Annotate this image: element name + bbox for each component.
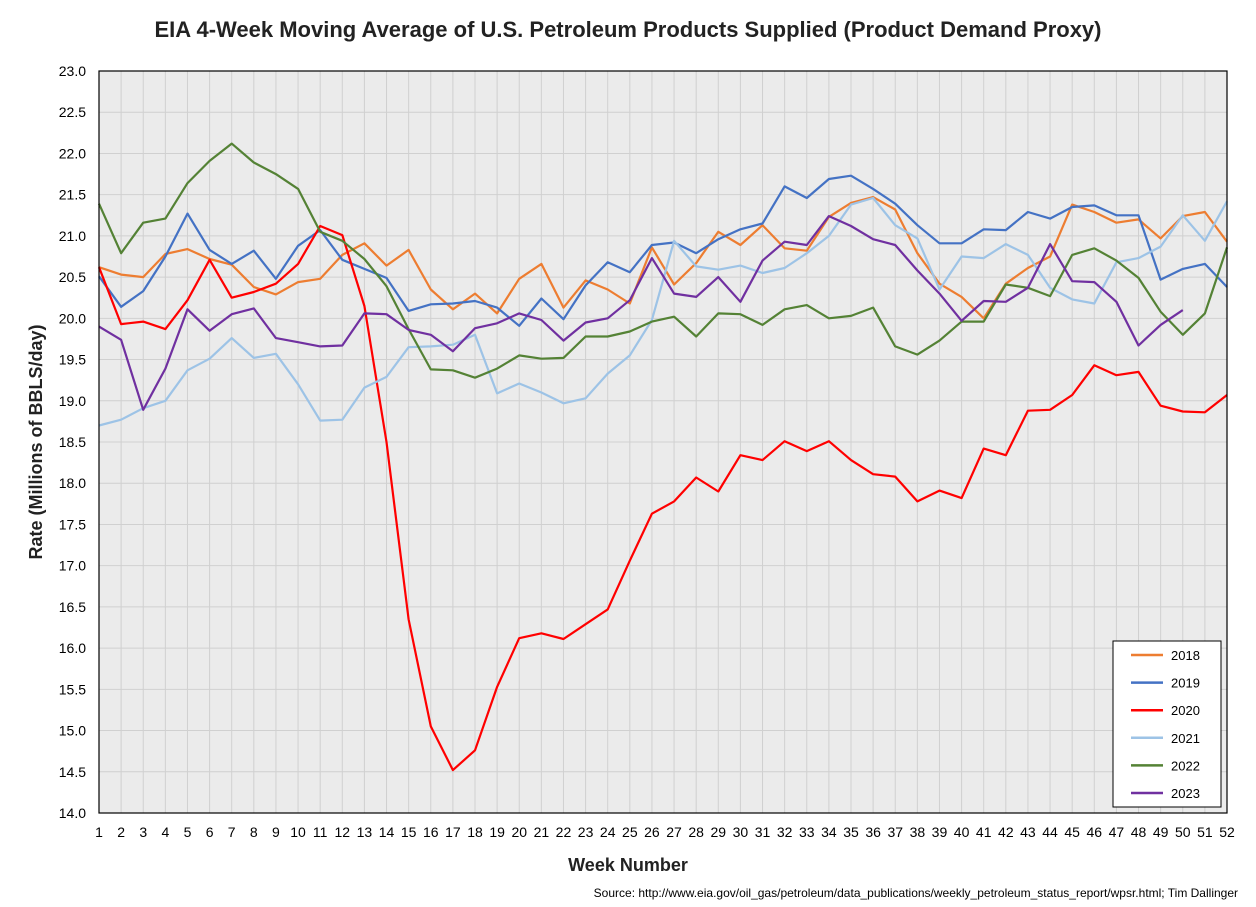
x-tick-label: 28 xyxy=(688,824,704,840)
series-line-2018 xyxy=(98,196,1228,320)
y-tick-label: 20.5 xyxy=(59,269,86,285)
y-tick-label: 14.5 xyxy=(59,764,86,780)
chart-title: EIA 4-Week Moving Average of U.S. Petrol… xyxy=(155,17,1102,42)
x-tick-label: 30 xyxy=(733,824,749,840)
x-tick-label: 39 xyxy=(932,824,948,840)
series-line-2022 xyxy=(97,142,1229,379)
x-tick-label: 37 xyxy=(887,824,903,840)
series-line-2021 xyxy=(98,196,1228,427)
x-tick-label: 42 xyxy=(998,824,1014,840)
x-tick-label: 4 xyxy=(161,824,169,840)
x-tick-label: 36 xyxy=(865,824,881,840)
legend-label-2023: 2023 xyxy=(1171,786,1200,801)
x-tick-label: 24 xyxy=(600,824,616,840)
x-tick-label: 47 xyxy=(1109,824,1125,840)
legend-label-2021: 2021 xyxy=(1171,731,1200,746)
y-tick-label: 19.5 xyxy=(59,352,86,368)
series-line-2023 xyxy=(98,215,1184,411)
x-tick-label: 13 xyxy=(357,824,373,840)
x-tick-label: 7 xyxy=(228,824,236,840)
x-tick-label: 52 xyxy=(1219,824,1235,840)
x-tick-label: 44 xyxy=(1042,824,1058,840)
x-tick-label: 21 xyxy=(534,824,550,840)
legend: 2018 2019 2020 2021 2022 2023 xyxy=(1112,640,1222,808)
series-line-2019 xyxy=(98,174,1228,327)
x-tick-label: 15 xyxy=(401,824,417,840)
x-tick-label: 40 xyxy=(954,824,970,840)
x-tick-label: 19 xyxy=(489,824,505,840)
y-tick-label: 22.5 xyxy=(59,104,86,120)
x-tick-label: 32 xyxy=(777,824,793,840)
x-tick-label: 34 xyxy=(821,824,837,840)
x-tick-label: 25 xyxy=(622,824,638,840)
x-tick-label: 10 xyxy=(290,824,306,840)
series-line-2020 xyxy=(97,224,1228,772)
y-tick-label: 19.0 xyxy=(59,393,86,409)
legend-label-2018: 2018 xyxy=(1171,648,1200,663)
x-tick-label: 26 xyxy=(644,824,660,840)
x-tick-label: 38 xyxy=(910,824,926,840)
x-tick-label: 35 xyxy=(843,824,859,840)
x-tick-label: 49 xyxy=(1153,824,1169,840)
x-tick-label: 3 xyxy=(139,824,147,840)
y-tick-label: 17.0 xyxy=(59,558,86,574)
x-tick-label: 46 xyxy=(1087,824,1103,840)
x-tick-label: 1 xyxy=(95,824,103,840)
x-tick-label: 23 xyxy=(578,824,594,840)
plot-border xyxy=(98,70,1228,814)
legend-box xyxy=(1112,640,1222,808)
x-tick-label: 9 xyxy=(272,824,280,840)
x-tick-label: 31 xyxy=(755,824,771,840)
y-tick-label: 22.0 xyxy=(59,145,86,161)
y-tick-label: 21.0 xyxy=(59,228,86,244)
x-tick-label: 45 xyxy=(1064,824,1080,840)
y-tick-label: 21.5 xyxy=(59,187,86,203)
series-lines xyxy=(97,142,1229,772)
y-tick-label: 17.5 xyxy=(59,516,86,532)
x-tick-label: 41 xyxy=(976,824,992,840)
y-tick-label: 18.5 xyxy=(59,434,86,450)
x-tick-label: 22 xyxy=(556,824,572,840)
y-tick-label: 15.0 xyxy=(59,723,86,739)
x-tick-label: 18 xyxy=(467,824,483,840)
y-tick-label: 16.0 xyxy=(59,640,86,656)
y-tick-label: 14.0 xyxy=(59,805,86,821)
y-tick-label: 18.0 xyxy=(59,475,86,491)
y-tick-label: 16.5 xyxy=(59,599,86,615)
legend-label-2020: 2020 xyxy=(1171,703,1200,718)
y-tick-label: 20.0 xyxy=(59,310,86,326)
x-tick-label: 50 xyxy=(1175,824,1191,840)
x-tick-label: 48 xyxy=(1131,824,1147,840)
y-axis-title: Rate (Millions of BBLS/day) xyxy=(26,324,46,559)
x-tick-label: 43 xyxy=(1020,824,1036,840)
source-note: Source: http://www.eia.gov/oil_gas/petro… xyxy=(594,886,1238,900)
x-tick-label: 5 xyxy=(184,824,192,840)
legend-label-2022: 2022 xyxy=(1171,758,1200,773)
x-tick-label: 14 xyxy=(379,824,395,840)
y-tick-label: 15.5 xyxy=(59,681,86,697)
x-tick-label: 2 xyxy=(117,824,125,840)
x-axis-title: Week Number xyxy=(568,855,688,875)
x-tick-label: 17 xyxy=(445,824,461,840)
x-tick-label: 6 xyxy=(206,824,214,840)
x-tick-label: 8 xyxy=(250,824,258,840)
x-tick-label: 20 xyxy=(511,824,527,840)
x-tick-label: 33 xyxy=(799,824,815,840)
x-tick-label: 29 xyxy=(711,824,727,840)
x-tick-labels: 1 2 3 4 5 6 7 8 9 10 11 12 13 14 15 16 17 18 19 20 21 22 23 24 2… xyxy=(95,824,1235,840)
y-tick-labels: 14.0 14.5 15.0 15.5 16.0 16.5 17.0 17.5 18.0 18.5… xyxy=(59,63,86,821)
x-tick-label: 16 xyxy=(423,824,439,840)
x-tick-label: 51 xyxy=(1197,824,1213,840)
x-tick-label: 11 xyxy=(313,824,328,840)
y-tick-label: 23.0 xyxy=(59,63,86,79)
x-tick-label: 27 xyxy=(666,824,682,840)
legend-label-2019: 2019 xyxy=(1171,676,1200,691)
x-tick-label: 12 xyxy=(335,824,351,840)
